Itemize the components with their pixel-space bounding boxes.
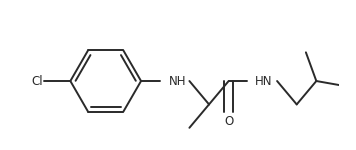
Text: NH: NH [168, 75, 186, 87]
Text: HN: HN [255, 75, 272, 87]
Text: O: O [224, 115, 233, 128]
Text: Cl: Cl [31, 75, 43, 87]
